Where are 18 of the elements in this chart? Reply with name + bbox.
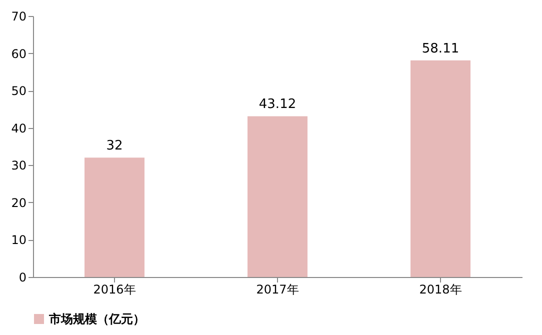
data-label: 43.12 (258, 97, 296, 112)
y-tick-label: 40 (11, 121, 26, 136)
y-tick-label: 70 (11, 10, 26, 24)
legend-label: 市场规模（亿元） (48, 312, 145, 326)
data-label: 32 (106, 138, 123, 154)
y-tick-label: 20 (11, 196, 26, 210)
x-tick-label: 2017年 (256, 282, 299, 296)
y-tick-label: 0 (18, 270, 26, 284)
y-tick-label: 30 (11, 158, 26, 173)
y-tick-label: 60 (11, 46, 26, 61)
data-label: 58.11 (422, 41, 460, 56)
bar (248, 116, 308, 277)
y-tick-label: 50 (11, 84, 26, 98)
bar (84, 158, 144, 277)
y-tick-label: 10 (11, 233, 26, 248)
bar (410, 60, 470, 277)
x-tick-label: 2018年 (419, 282, 462, 296)
x-tick-label: 2016年 (93, 282, 136, 296)
